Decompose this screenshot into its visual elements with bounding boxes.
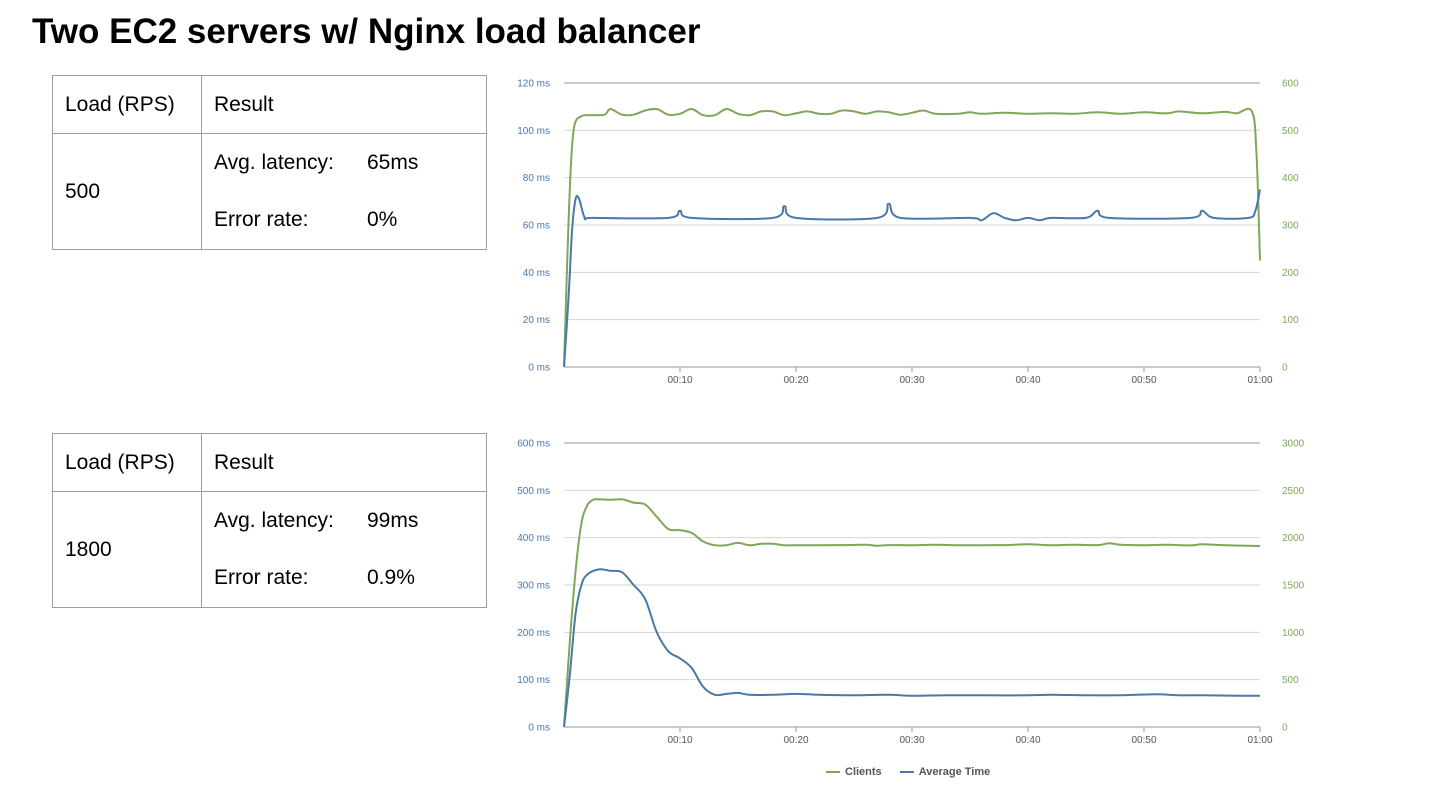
error-value: 0.9% <box>367 566 415 589</box>
slide-title: Two EC2 servers w/ Nginx load balancer <box>32 12 701 51</box>
header-load: Load (RPS) <box>52 75 202 134</box>
legend-swatch-average-time <box>899 771 914 773</box>
load-value: 1800 <box>52 491 202 608</box>
legend-label-average-time: Average Time <box>918 766 991 778</box>
x-tick-label: 00:20 <box>783 375 808 386</box>
y-left-tick-label: 120 ms <box>517 79 550 90</box>
y-left-tick-label: 60 ms <box>523 221 550 232</box>
y-left-tick-label: 40 ms <box>523 268 550 279</box>
series-line-average-time <box>563 568 1260 728</box>
y-right-tick-label: 500 <box>1282 126 1299 137</box>
series-line-clients <box>563 107 1261 368</box>
x-tick-label: 01:00 <box>1247 735 1272 746</box>
x-tick-label: 00:40 <box>1015 735 1040 746</box>
legend-item-clients[interactable]: Clients <box>826 766 882 778</box>
error-label: Error rate: <box>214 566 309 589</box>
error-row: Error rate: 0.9% <box>214 566 486 590</box>
y-left-tick-label: 0 ms <box>528 723 550 734</box>
x-tick-label: 00:30 <box>899 735 924 746</box>
chart-legend: Clients Average Time <box>826 766 990 778</box>
x-tick-label: 00:30 <box>899 375 924 386</box>
header-load: Load (RPS) <box>52 433 202 492</box>
y-left-tick-label: 500 ms <box>517 486 550 497</box>
x-tick-label: 00:40 <box>1015 375 1040 386</box>
y-right-tick-label: 2500 <box>1282 486 1305 497</box>
error-row: Error rate: 0% <box>214 208 486 232</box>
y-left-tick-label: 400 ms <box>517 533 550 544</box>
result-cell: Avg. latency: 65ms Error rate: 0% <box>201 133 487 250</box>
y-left-tick-label: 80 ms <box>523 173 550 184</box>
y-left-tick-label: 100 ms <box>517 126 550 137</box>
x-tick-label: 00:20 <box>783 735 808 746</box>
y-left-tick-label: 600 ms <box>517 439 550 450</box>
header-result: Result <box>201 75 487 134</box>
latency-value: 65ms <box>367 151 419 174</box>
series-line-average-time <box>563 189 1261 368</box>
y-right-tick-label: 400 <box>1282 173 1299 184</box>
x-tick-label: 01:00 <box>1247 375 1272 386</box>
y-right-tick-label: 600 <box>1282 79 1299 90</box>
y-left-tick-label: 100 ms <box>517 675 550 686</box>
y-right-tick-label: 1000 <box>1282 628 1305 639</box>
legend-item-average-time[interactable]: Average Time <box>899 766 991 778</box>
error-label: Error rate: <box>214 208 309 231</box>
x-tick-label: 00:50 <box>1131 735 1156 746</box>
latency-label: Avg. latency: <box>214 151 334 174</box>
latency-row: Avg. latency: 65ms <box>214 151 486 175</box>
series-line-clients <box>563 498 1261 728</box>
legend-label-clients: Clients <box>845 766 882 778</box>
result-table-500: Load (RPS) Result 500 Avg. latency: 65ms… <box>52 75 487 250</box>
error-value: 0% <box>367 208 398 231</box>
y-left-tick-label: 20 ms <box>523 315 550 326</box>
y-right-tick-label: 3000 <box>1282 439 1305 450</box>
result-cell: Avg. latency: 99ms Error rate: 0.9% <box>201 491 487 608</box>
y-right-tick-label: 200 <box>1282 268 1299 279</box>
y-left-tick-label: 200 ms <box>517 628 550 639</box>
y-left-tick-label: 300 ms <box>517 581 550 592</box>
header-result: Result <box>201 433 487 492</box>
y-right-tick-label: 0 <box>1282 723 1288 734</box>
x-tick-label: 00:10 <box>667 375 692 386</box>
y-right-tick-label: 500 <box>1282 675 1299 686</box>
legend-swatch-clients <box>826 771 840 773</box>
x-tick-label: 00:10 <box>667 735 692 746</box>
y-right-tick-label: 2000 <box>1282 533 1305 544</box>
latency-label: Avg. latency: <box>214 509 334 532</box>
load-value: 500 <box>52 133 202 250</box>
y-left-tick-label: 0 ms <box>528 363 550 374</box>
y-right-tick-label: 100 <box>1282 315 1299 326</box>
x-tick-label: 00:50 <box>1131 375 1156 386</box>
result-table-1800: Load (RPS) Result 1800 Avg. latency: 99m… <box>52 433 487 608</box>
chart-1800-rps: 0 ms 100 ms 200 ms 300 ms 400 ms 500 ms 600 ms… <box>517 439 1304 747</box>
y-right-tick-label: 300 <box>1282 221 1299 232</box>
chart-500-rps: 0 ms 20 ms 40 ms 60 ms 80 ms 100 ms 120 ms 0 100… <box>517 79 1299 387</box>
latency-value: 99ms <box>367 509 419 532</box>
latency-row: Avg. latency: 99ms <box>214 509 486 533</box>
y-right-tick-label: 1500 <box>1282 581 1305 592</box>
y-right-tick-label: 0 <box>1282 363 1288 374</box>
